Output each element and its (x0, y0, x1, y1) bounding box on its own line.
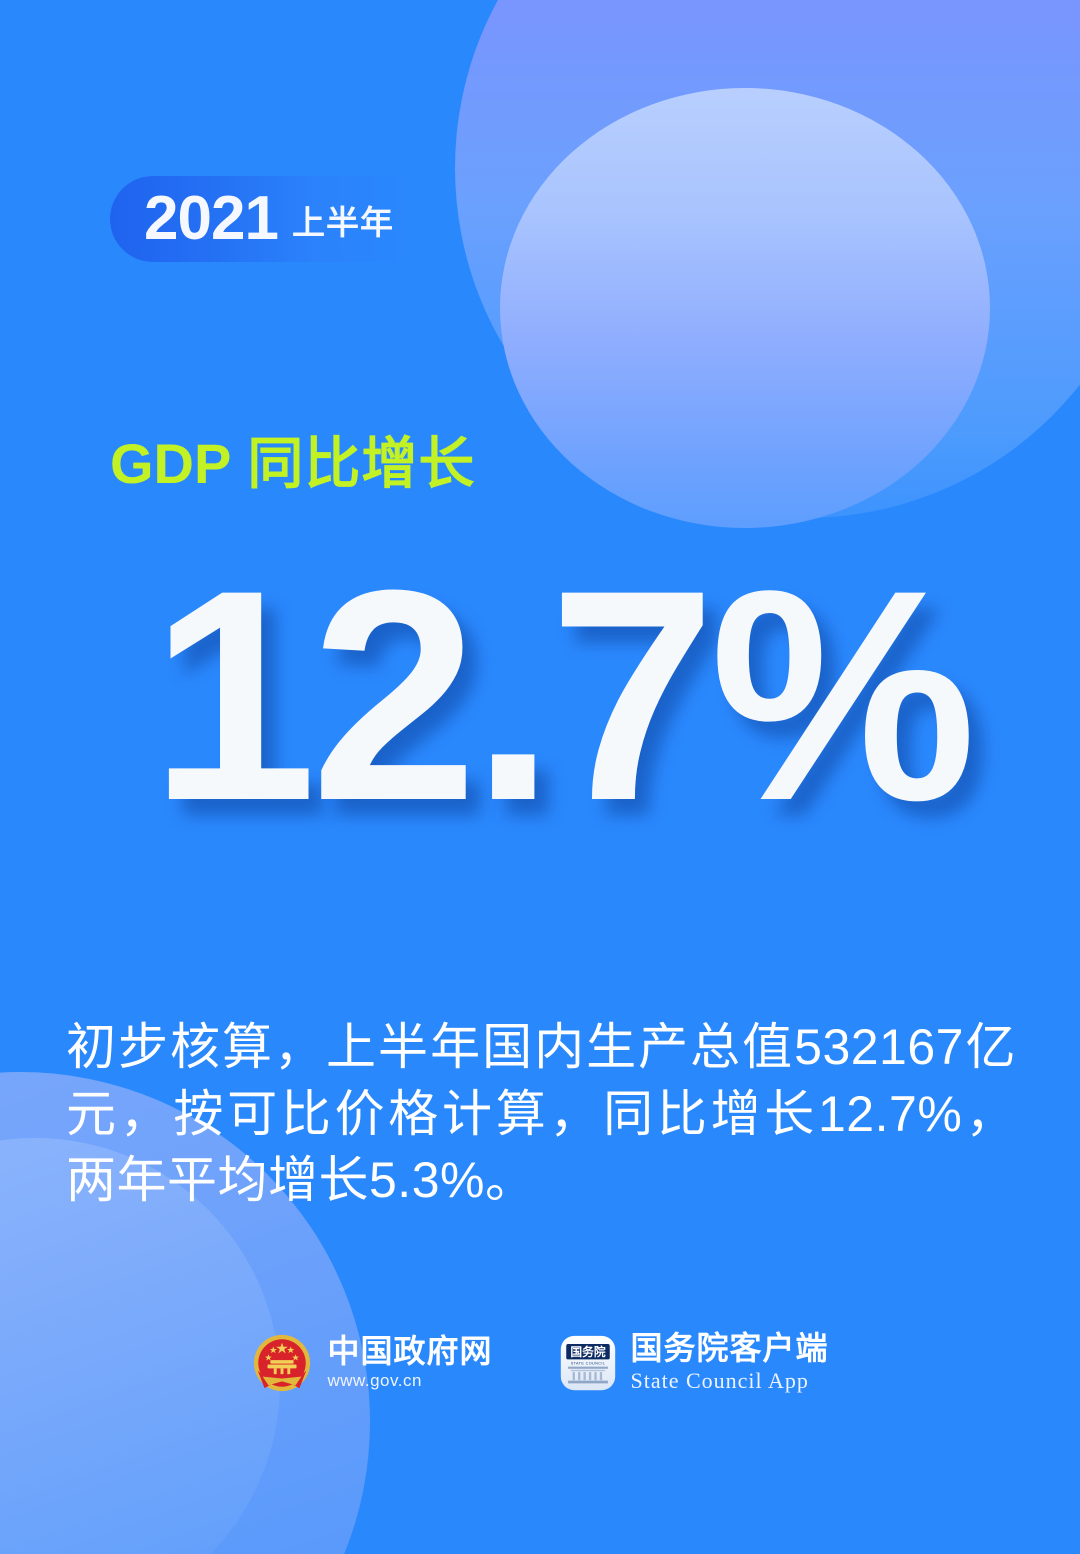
brand-state-council-app-name: 国务院客户端 (630, 1330, 829, 1366)
body-paragraph: 初步核算，上半年国内生产总值532167亿元，按可比价格计算，同比增长12.7%… (66, 1019, 1016, 1208)
svg-text:STATE COUNCIL: STATE COUNCIL (570, 1361, 605, 1365)
brand-gov-cn-url: www.gov.cn (327, 1371, 422, 1391)
brand-state-council-app-text: 国务院客户端 State Council App (631, 1330, 829, 1395)
metric-label-en: GDP (110, 432, 232, 495)
year-badge-period: 上半年 (291, 203, 394, 241)
brand-state-council-app-sub: State Council App (630, 1367, 809, 1393)
brand-gov-cn: 中国政府网 www.gov.cn (251, 1332, 492, 1394)
headline-value: 12.7% (150, 527, 977, 863)
brand-gov-cn-text: 中国政府网 www.gov.cn (327, 1333, 492, 1392)
page-title: GDP 同比增长 (110, 436, 475, 492)
metric-label-cn: 同比增长 (247, 432, 476, 495)
year-badge: 2021 上半年 (110, 176, 420, 262)
brand-state-council-app: 国务院 STATE COUNCIL (559, 1330, 829, 1395)
year-badge-year: 2021 (144, 184, 279, 253)
brand-gov-cn-name: 中国政府网 (327, 1333, 493, 1370)
footer: 中国政府网 www.gov.cn 国 (0, 1330, 1080, 1395)
state-council-app-icon: 国务院 STATE COUNCIL (559, 1334, 617, 1392)
national-emblem-icon (251, 1332, 313, 1394)
svg-text:国务院: 国务院 (570, 1345, 606, 1359)
